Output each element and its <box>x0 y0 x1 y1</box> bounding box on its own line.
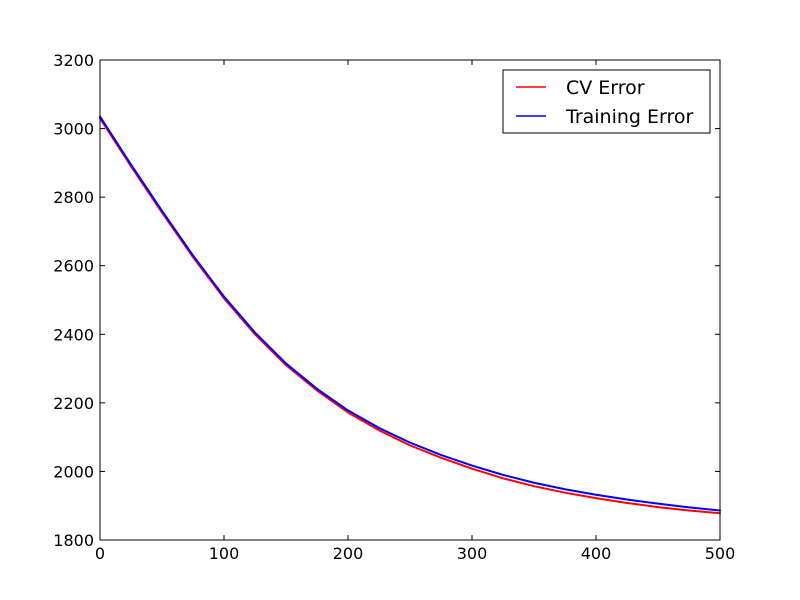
y-tick-label: 2200 <box>53 394 94 413</box>
y-tick-label: 1800 <box>53 531 94 550</box>
x-tick-label: 200 <box>333 544 364 563</box>
x-tick-label: 0 <box>95 544 105 563</box>
y-tick-label: 3000 <box>53 120 94 139</box>
x-tick-label: 300 <box>457 544 488 563</box>
y-tick-label: 2800 <box>53 188 94 207</box>
legend: CV Error Training Error <box>502 69 711 134</box>
legend-label: CV Error <box>566 77 645 99</box>
y-tick-label: 3200 <box>53 51 94 70</box>
series-layer <box>99 115 721 515</box>
y-tick-label: 2400 <box>53 325 94 344</box>
y-tick-label: 2600 <box>53 257 94 276</box>
y-tick-label: 2000 <box>53 462 94 481</box>
plot-frame <box>99 59 721 541</box>
x-tick-label: 400 <box>581 544 612 563</box>
x-tick-label: 500 <box>705 544 736 563</box>
series-line-training-error <box>99 115 721 512</box>
x-tick-label: 100 <box>209 544 240 563</box>
axis-ticks: 0 100 200 300 400 500 1800 2000 2200 2400 2600 2800… <box>53 51 735 563</box>
series-line-cv-error <box>99 117 721 515</box>
legend-label: Training Error <box>565 106 694 128</box>
legend-box <box>502 69 711 134</box>
